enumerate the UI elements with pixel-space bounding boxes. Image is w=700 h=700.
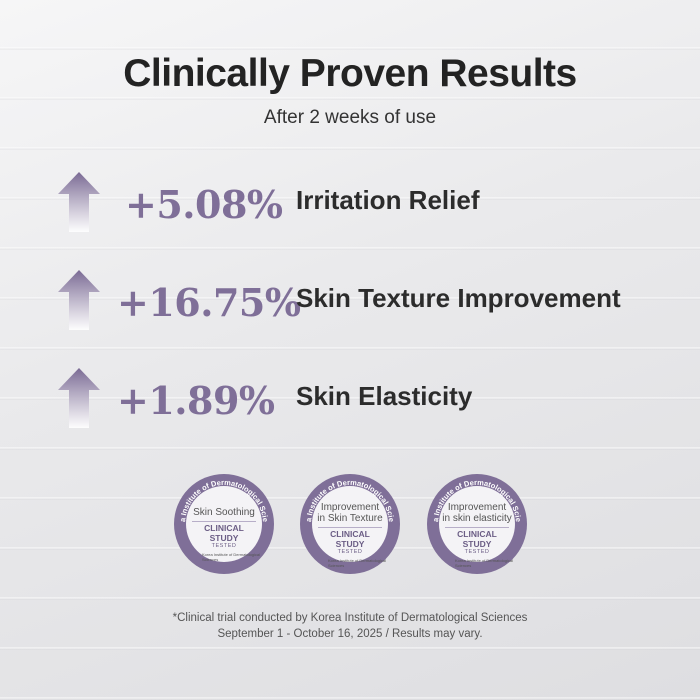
badge-seal-icon: Korea Institute of Dermatological Scienc…: [172, 472, 274, 574]
badge-content: Skin Soothing CLINICAL STUDY TESTED Kore…: [186, 486, 262, 562]
badge-tested-label: TESTED: [211, 543, 237, 549]
footnote-line1: *Clinical trial conducted by Korea Insti…: [172, 612, 528, 624]
badge-tested-label: TESTED: [337, 549, 363, 555]
badge-name-line2: in skin elasticity: [442, 513, 512, 524]
badge-study-label: CLINICAL STUDY: [445, 527, 509, 549]
stat-value: +16.75%: [117, 280, 301, 325]
badge-name-line1: Improvement: [447, 502, 507, 513]
badge-seal-icon: Korea Institute of Dermatological Scienc…: [425, 472, 527, 574]
stat-label: Skin Elasticity: [296, 381, 473, 411]
up-arrow-icon: [58, 172, 100, 232]
stat-row-irritation-relief: +5.08% Irritation Relief: [0, 172, 700, 242]
badge-name-line2: in Skin Texture: [317, 513, 383, 524]
badge-org-label: Korea Institute of Dermatological Scienc…: [328, 558, 387, 568]
stat-value: +5.08%: [125, 182, 283, 227]
stat-label: Skin Texture Improvement: [296, 283, 621, 313]
badge-content: Improvement in Skin Texture CLINICAL STU…: [312, 486, 388, 567]
page-subtitle: After 2 weeks of use: [263, 107, 437, 128]
badge-org-label: Korea Institute of Dermatological Scienc…: [455, 558, 514, 568]
badge-study-label: CLINICAL STUDY: [318, 527, 382, 549]
clinical-badge-skin-elasticity: Korea Institute of Dermatological Scienc…: [425, 472, 529, 576]
up-arrow-icon: [58, 270, 100, 330]
badge-name: Skin Soothing: [193, 507, 255, 518]
badge-name: Improvement in skin elasticity: [439, 502, 515, 524]
stat-value: +1.89%: [117, 378, 275, 423]
footnote-line2: September 1 - October 16, 2025 / Results…: [217, 628, 483, 640]
badge-seal-icon: Korea Institute of Dermatological Scienc…: [298, 472, 400, 574]
stat-row-skin-texture: +16.75% Skin Texture Improvement: [0, 270, 700, 340]
clinical-badge-skin-soothing: Korea Institute of Dermatological Scienc…: [172, 472, 276, 576]
badge-tested-label: TESTED: [464, 549, 490, 555]
up-arrow-icon: [58, 368, 100, 428]
badge-study-label: CLINICAL STUDY: [192, 521, 256, 543]
stat-row-skin-elasticity: +1.89% Skin Elasticity: [0, 368, 700, 438]
page-title: Clinically Proven Results: [123, 52, 577, 95]
stat-label: Irritation Relief: [296, 185, 480, 215]
badge-org-label: Korea Institute of Dermatological Scienc…: [202, 552, 261, 562]
badge-name-line1: Improvement: [320, 502, 380, 513]
badge-content: Improvement in skin elasticity CLINICAL …: [439, 486, 515, 567]
badge-name: Improvement in Skin Texture: [312, 502, 388, 524]
clinical-badge-skin-texture: Korea Institute of Dermatological Scienc…: [298, 472, 402, 576]
